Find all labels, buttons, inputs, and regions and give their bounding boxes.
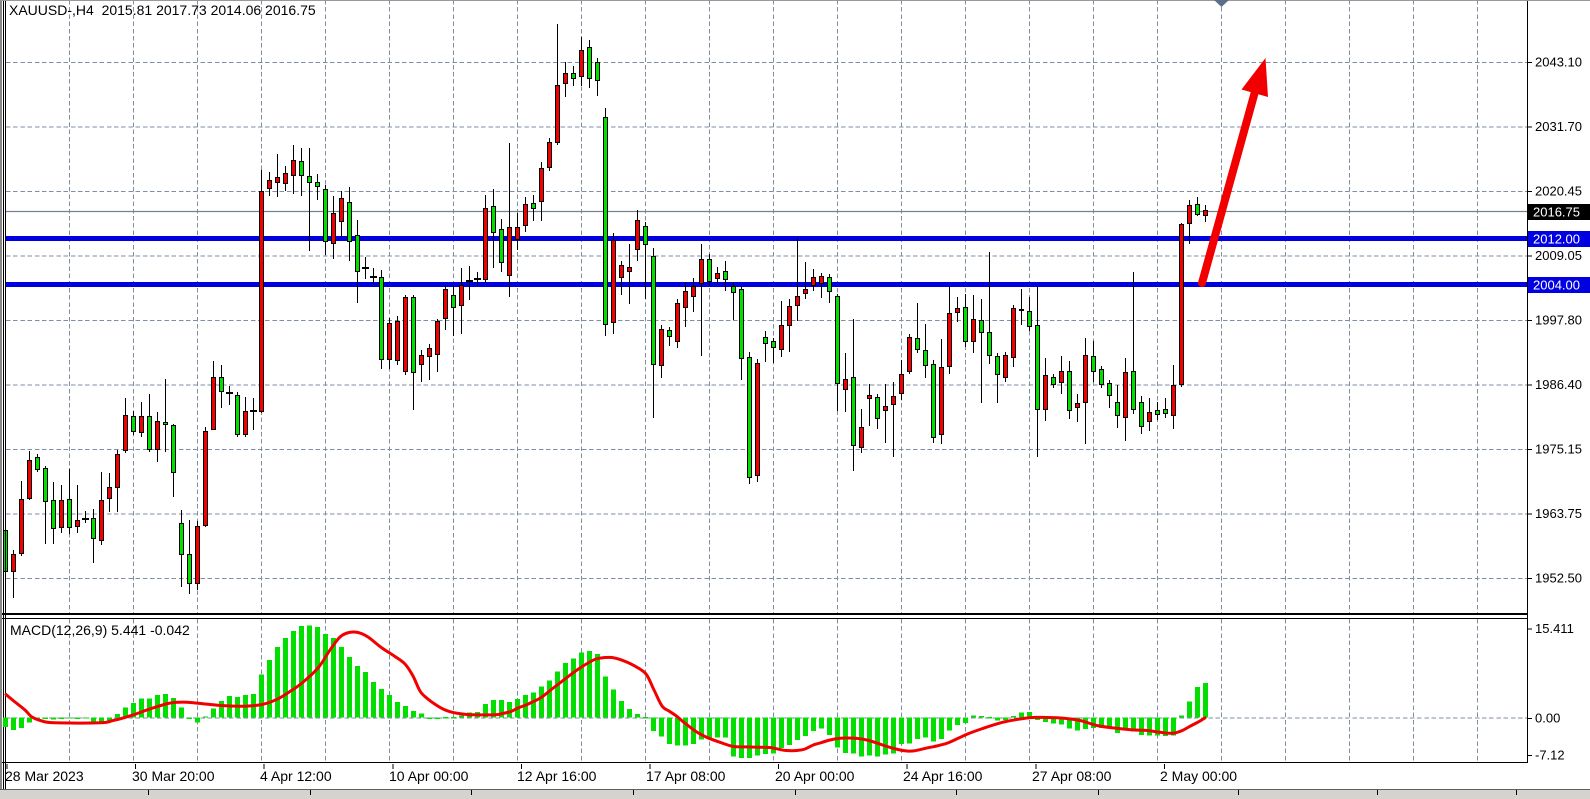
- svg-text:30 Mar 20:00: 30 Mar 20:00: [132, 768, 215, 784]
- svg-text:-7.12: -7.12: [1535, 748, 1565, 763]
- svg-text:27 Apr 08:00: 27 Apr 08:00: [1032, 768, 1112, 784]
- svg-text:2043.10: 2043.10: [1535, 55, 1582, 70]
- svg-text:0.00: 0.00: [1535, 711, 1560, 726]
- svg-text:12 Apr 16:00: 12 Apr 16:00: [517, 768, 597, 784]
- svg-text:1997.80: 1997.80: [1535, 313, 1582, 328]
- svg-text:MACD(12,26,9) 5.441 -0.042: MACD(12,26,9) 5.441 -0.042: [10, 622, 190, 638]
- svg-text:2020.45: 2020.45: [1535, 184, 1582, 199]
- svg-text:24 Apr 16:00: 24 Apr 16:00: [903, 768, 983, 784]
- svg-text:28 Mar 2023: 28 Mar 2023: [5, 768, 84, 784]
- svg-text:4 Apr 12:00: 4 Apr 12:00: [260, 768, 332, 784]
- svg-text:15.411: 15.411: [1535, 621, 1574, 636]
- svg-text:2012.00: 2012.00: [1533, 232, 1580, 247]
- svg-text:1986.40: 1986.40: [1535, 377, 1582, 392]
- svg-text:20 Apr 00:00: 20 Apr 00:00: [775, 768, 855, 784]
- svg-text:2016.75: 2016.75: [1533, 205, 1580, 220]
- svg-text:17 Apr 08:00: 17 Apr 08:00: [646, 768, 726, 784]
- svg-text:2009.05: 2009.05: [1535, 248, 1582, 263]
- svg-text:10 Apr 00:00: 10 Apr 00:00: [389, 768, 469, 784]
- svg-text:2 May 00:00: 2 May 00:00: [1160, 768, 1237, 784]
- svg-text:2031.70: 2031.70: [1535, 119, 1582, 134]
- svg-text:1952.50: 1952.50: [1535, 571, 1582, 586]
- svg-text:1963.75: 1963.75: [1535, 506, 1582, 521]
- svg-text:1975.15: 1975.15: [1535, 442, 1582, 457]
- svg-text:2004.00: 2004.00: [1533, 278, 1580, 293]
- svg-text:XAUUSD-,H4 2015.81 2017.73 20: XAUUSD-,H4 2015.81 2017.73 2014.06 2016.…: [9, 2, 316, 18]
